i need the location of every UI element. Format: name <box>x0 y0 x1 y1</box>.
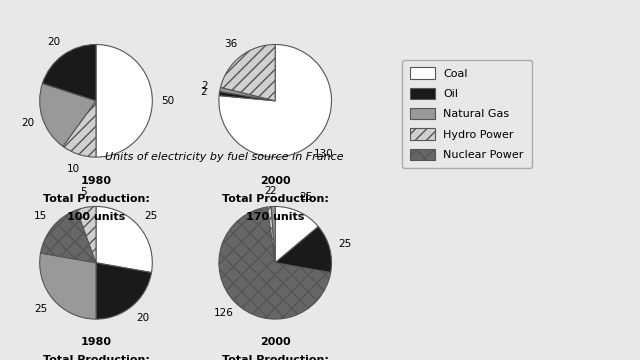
Text: Total Production:: Total Production: <box>222 194 328 204</box>
Wedge shape <box>96 207 152 273</box>
Text: 2000: 2000 <box>260 176 291 186</box>
Wedge shape <box>221 45 275 101</box>
Text: 20: 20 <box>136 313 149 323</box>
Text: 50: 50 <box>161 96 175 106</box>
Wedge shape <box>271 207 275 263</box>
Wedge shape <box>219 45 332 157</box>
Wedge shape <box>219 91 275 101</box>
Text: 2: 2 <box>200 86 207 96</box>
Text: 10: 10 <box>67 165 80 174</box>
Text: 25: 25 <box>338 239 351 249</box>
Wedge shape <box>96 45 152 157</box>
Text: 2: 2 <box>269 186 276 196</box>
Text: Total Production:: Total Production: <box>43 194 149 204</box>
Wedge shape <box>275 226 332 273</box>
Wedge shape <box>275 207 318 263</box>
Text: 20: 20 <box>47 37 60 48</box>
Text: Total Production:: Total Production: <box>222 355 328 360</box>
Text: Units of electricity by fuel source in France: Units of electricity by fuel source in F… <box>105 152 343 162</box>
Text: 1980: 1980 <box>81 337 111 347</box>
Wedge shape <box>42 45 96 101</box>
Text: 36: 36 <box>224 39 237 49</box>
Text: 2: 2 <box>202 81 208 91</box>
Text: 1980: 1980 <box>81 176 111 186</box>
Wedge shape <box>96 263 152 319</box>
Text: Total Production:: Total Production: <box>43 355 149 360</box>
Text: 2000: 2000 <box>260 337 291 347</box>
Text: 25: 25 <box>34 304 47 314</box>
Legend: Coal, Oil, Natural Gas, Hydro Power, Nuclear Power: Coal, Oil, Natural Gas, Hydro Power, Nuc… <box>403 59 532 168</box>
Wedge shape <box>268 207 275 263</box>
Text: 2: 2 <box>264 186 271 196</box>
Wedge shape <box>40 253 96 319</box>
Text: 20: 20 <box>21 118 34 128</box>
Text: 15: 15 <box>34 211 47 221</box>
Text: 126: 126 <box>213 308 234 318</box>
Text: 25: 25 <box>145 211 158 221</box>
Wedge shape <box>63 101 96 157</box>
Wedge shape <box>220 87 275 101</box>
Text: 25: 25 <box>299 193 312 202</box>
Wedge shape <box>40 84 96 147</box>
Text: 100 units: 100 units <box>67 212 125 222</box>
Text: 170 units: 170 units <box>246 212 305 222</box>
Text: 5: 5 <box>80 187 87 197</box>
Wedge shape <box>77 207 96 263</box>
Text: 130: 130 <box>314 149 333 159</box>
Wedge shape <box>219 207 331 319</box>
Wedge shape <box>40 210 96 263</box>
